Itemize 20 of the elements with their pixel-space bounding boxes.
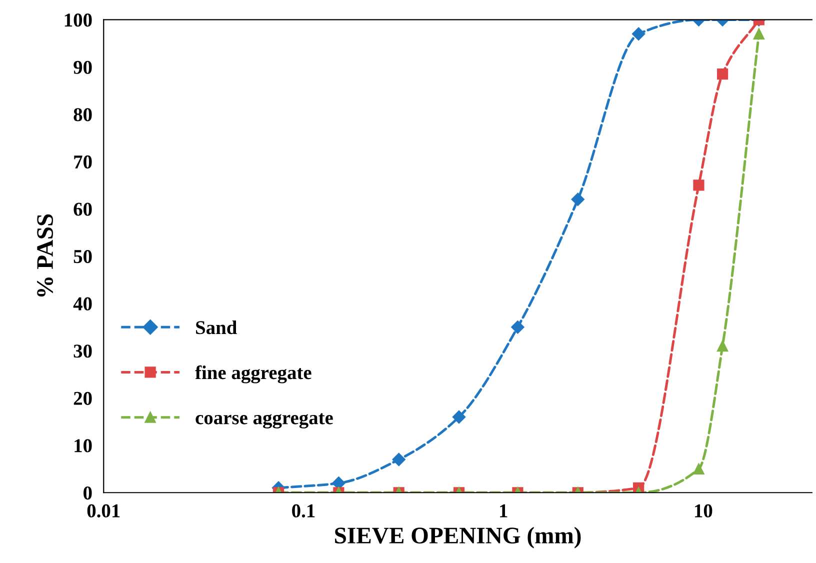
y-tick-label: 40 (73, 297, 92, 310)
x-tick-label: 10 (695, 504, 712, 518)
y-tick-label: 50 (74, 250, 92, 264)
x-tick-label: 0.01 (87, 504, 120, 518)
legend-label: fine aggregate (195, 365, 312, 384)
y-tick-label: 80 (74, 108, 92, 122)
x-tick-label: 0.1 (292, 504, 315, 518)
legend-label: coarse aggregate (196, 413, 333, 428)
x-axis-title: SIEVE OPENING (mm) (335, 526, 581, 548)
x-tick-label: 1 (500, 504, 508, 518)
y-tick-label: 0 (84, 486, 92, 500)
y-tick-label: 20 (74, 392, 92, 405)
y-tick-label: 70 (74, 155, 92, 169)
y-tick-label: 60 (74, 202, 92, 216)
y-tick-label: 30 (74, 344, 92, 358)
legend-label: Sand (196, 320, 237, 334)
y-tick-label: 90 (74, 60, 92, 74)
y-axis-title: % PASS (37, 214, 54, 296)
y-tick-label: 100 (64, 14, 92, 27)
y-tick-label: 10 (74, 439, 92, 452)
